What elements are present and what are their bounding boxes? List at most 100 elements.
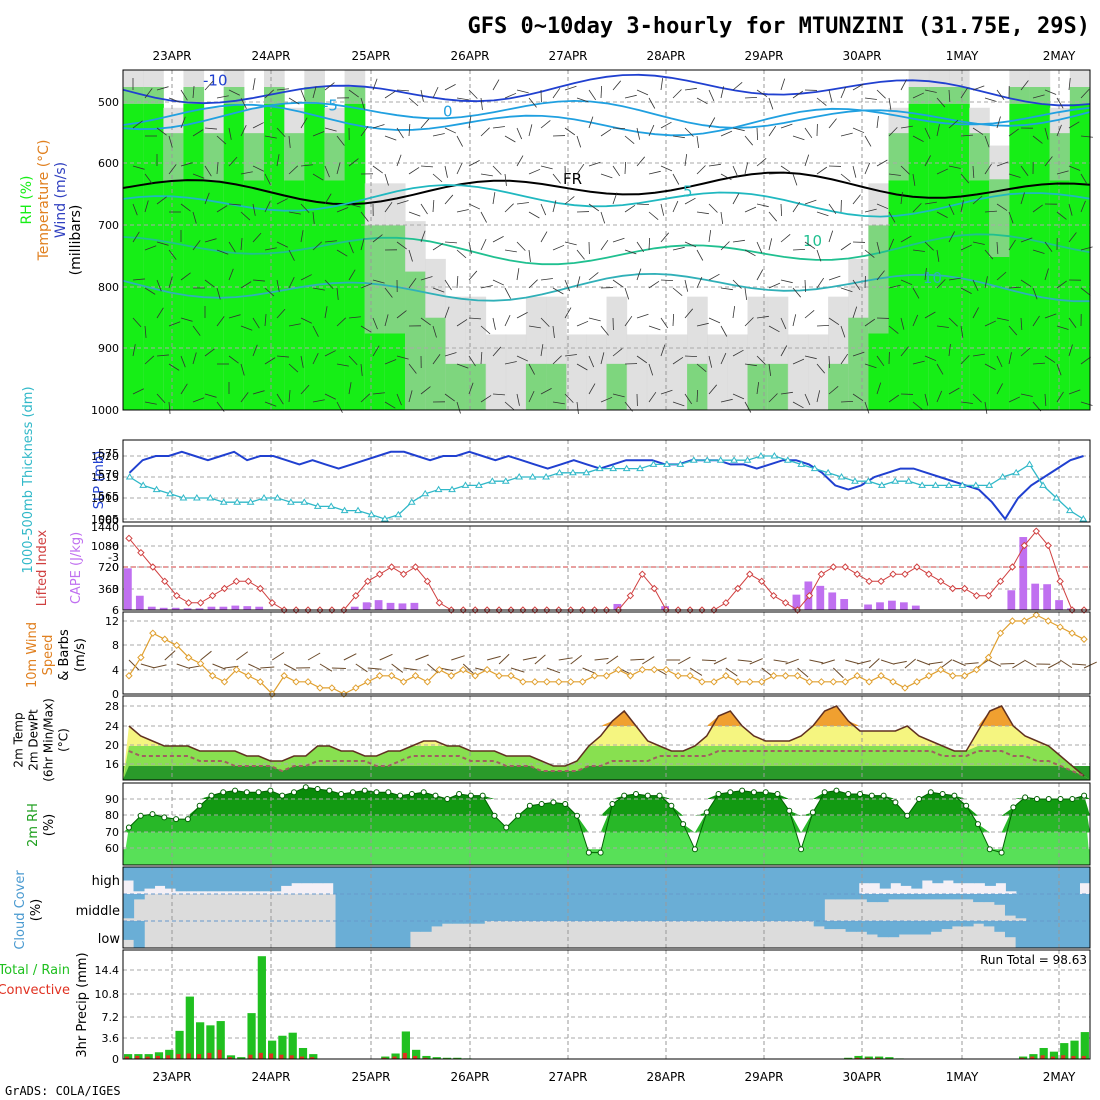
wind-barb <box>1068 165 1081 171</box>
wind-barb <box>600 211 606 224</box>
wind-barb <box>432 287 445 293</box>
wind-barb <box>372 317 378 330</box>
wind-barb <box>324 193 332 205</box>
wind-barb <box>696 276 703 289</box>
wind-barb <box>444 306 450 319</box>
rh-marker <box>621 792 628 799</box>
wind-barb <box>624 249 637 255</box>
wind-barb <box>240 97 247 109</box>
thickness-marker <box>179 494 188 501</box>
wind-barb <box>816 390 821 403</box>
wind-barb <box>168 363 180 371</box>
wind10-marker <box>734 678 742 686</box>
panel-frame <box>122 949 1091 1060</box>
wind-barb <box>996 271 1007 281</box>
cape-tick-label: 720 <box>98 561 119 574</box>
wind-barb <box>264 89 275 99</box>
wind10-marker <box>1068 629 1076 637</box>
wind-barb <box>876 203 889 210</box>
lifted-index-marker <box>232 577 241 586</box>
cape-bar <box>1007 590 1016 610</box>
rh-column <box>546 363 567 410</box>
wind-barb <box>492 279 505 286</box>
cloud-bar <box>749 894 762 921</box>
thickness-marker <box>730 456 738 463</box>
wind10-marker <box>686 672 694 680</box>
wind-barb <box>888 211 896 223</box>
wind-barb <box>828 89 833 102</box>
lifted-index-marker <box>769 591 778 600</box>
cloud-bar <box>898 894 910 900</box>
wind-barb <box>816 363 826 374</box>
wind10-marker <box>996 629 1005 637</box>
wind-barb <box>516 355 529 362</box>
cloud-bar <box>123 867 135 881</box>
cloud-bar <box>1068 894 1080 921</box>
wind-barb <box>276 279 280 292</box>
wind10-barb <box>594 658 609 661</box>
cloud-bar <box>595 867 607 894</box>
wind-barb <box>168 276 173 289</box>
rh-tick-label: 70 <box>105 826 119 839</box>
lifted-tick-label: 0 <box>112 561 119 574</box>
thickness-marker <box>448 485 456 493</box>
wind-barb <box>960 173 970 184</box>
y-tick-label: 800 <box>98 281 119 294</box>
wind10-barb <box>868 658 880 669</box>
wind-barb <box>900 79 907 91</box>
wind-barb <box>540 231 548 243</box>
wind-barb <box>756 315 769 319</box>
lifted-index-marker <box>256 584 264 593</box>
wind10-marker <box>304 678 312 686</box>
wind-barb <box>744 96 758 99</box>
wind-barb <box>156 241 169 246</box>
x-tick-label-bottom: 2MAY <box>1043 1070 1076 1084</box>
cloud-bar <box>1058 867 1070 894</box>
thickness-marker <box>663 460 671 467</box>
axis-label-part: (°C) <box>57 728 71 752</box>
thickness-marker <box>434 485 443 493</box>
wind-barb <box>528 211 540 219</box>
rh-marker <box>137 812 144 819</box>
wind-barb <box>336 317 347 327</box>
wind-barb <box>228 241 236 253</box>
wind-barb <box>924 355 937 362</box>
cape-bar <box>159 607 168 610</box>
wind10-marker <box>232 665 241 674</box>
x-tick-label-bottom: 1MAY <box>946 1070 979 1084</box>
rh-marker <box>149 811 156 818</box>
wind-barb <box>948 89 951 102</box>
lifted-index-marker <box>913 563 921 571</box>
wind-barb <box>732 349 744 357</box>
cape-bar <box>171 607 180 610</box>
wind-barb <box>732 165 739 178</box>
wind-barb <box>852 83 864 91</box>
wind-barb <box>588 89 597 101</box>
cloud-bar <box>501 867 513 894</box>
wind-barb <box>408 167 420 175</box>
rh-column <box>485 334 507 410</box>
axis-label: Lifted Index <box>35 529 50 606</box>
slp-tick-label: 1020 <box>91 450 119 463</box>
wind-barb <box>960 134 973 137</box>
precip-conv-bar <box>227 1057 232 1059</box>
cape-bar <box>386 602 395 610</box>
lifted-index-marker <box>411 563 420 571</box>
wind10-barb <box>391 663 404 673</box>
thickness-marker <box>407 498 416 505</box>
thickness-marker <box>622 464 631 472</box>
lifted-tick-label: 3 <box>112 583 119 596</box>
cloud-bar <box>1079 921 1091 948</box>
precip-conv-bar <box>186 1053 191 1059</box>
rh-marker <box>538 801 545 808</box>
wind-barb <box>228 355 239 364</box>
wind-barb <box>324 165 330 178</box>
wind-barb <box>696 389 699 403</box>
cloud-bar <box>951 894 963 900</box>
precip-tick-label: 3.6 <box>102 1032 120 1045</box>
wind-barb <box>528 97 537 108</box>
cloud-bar <box>845 921 857 932</box>
wind10-marker <box>781 672 790 680</box>
precip-total-bar <box>885 1057 894 1059</box>
rh-marker <box>1081 792 1088 799</box>
